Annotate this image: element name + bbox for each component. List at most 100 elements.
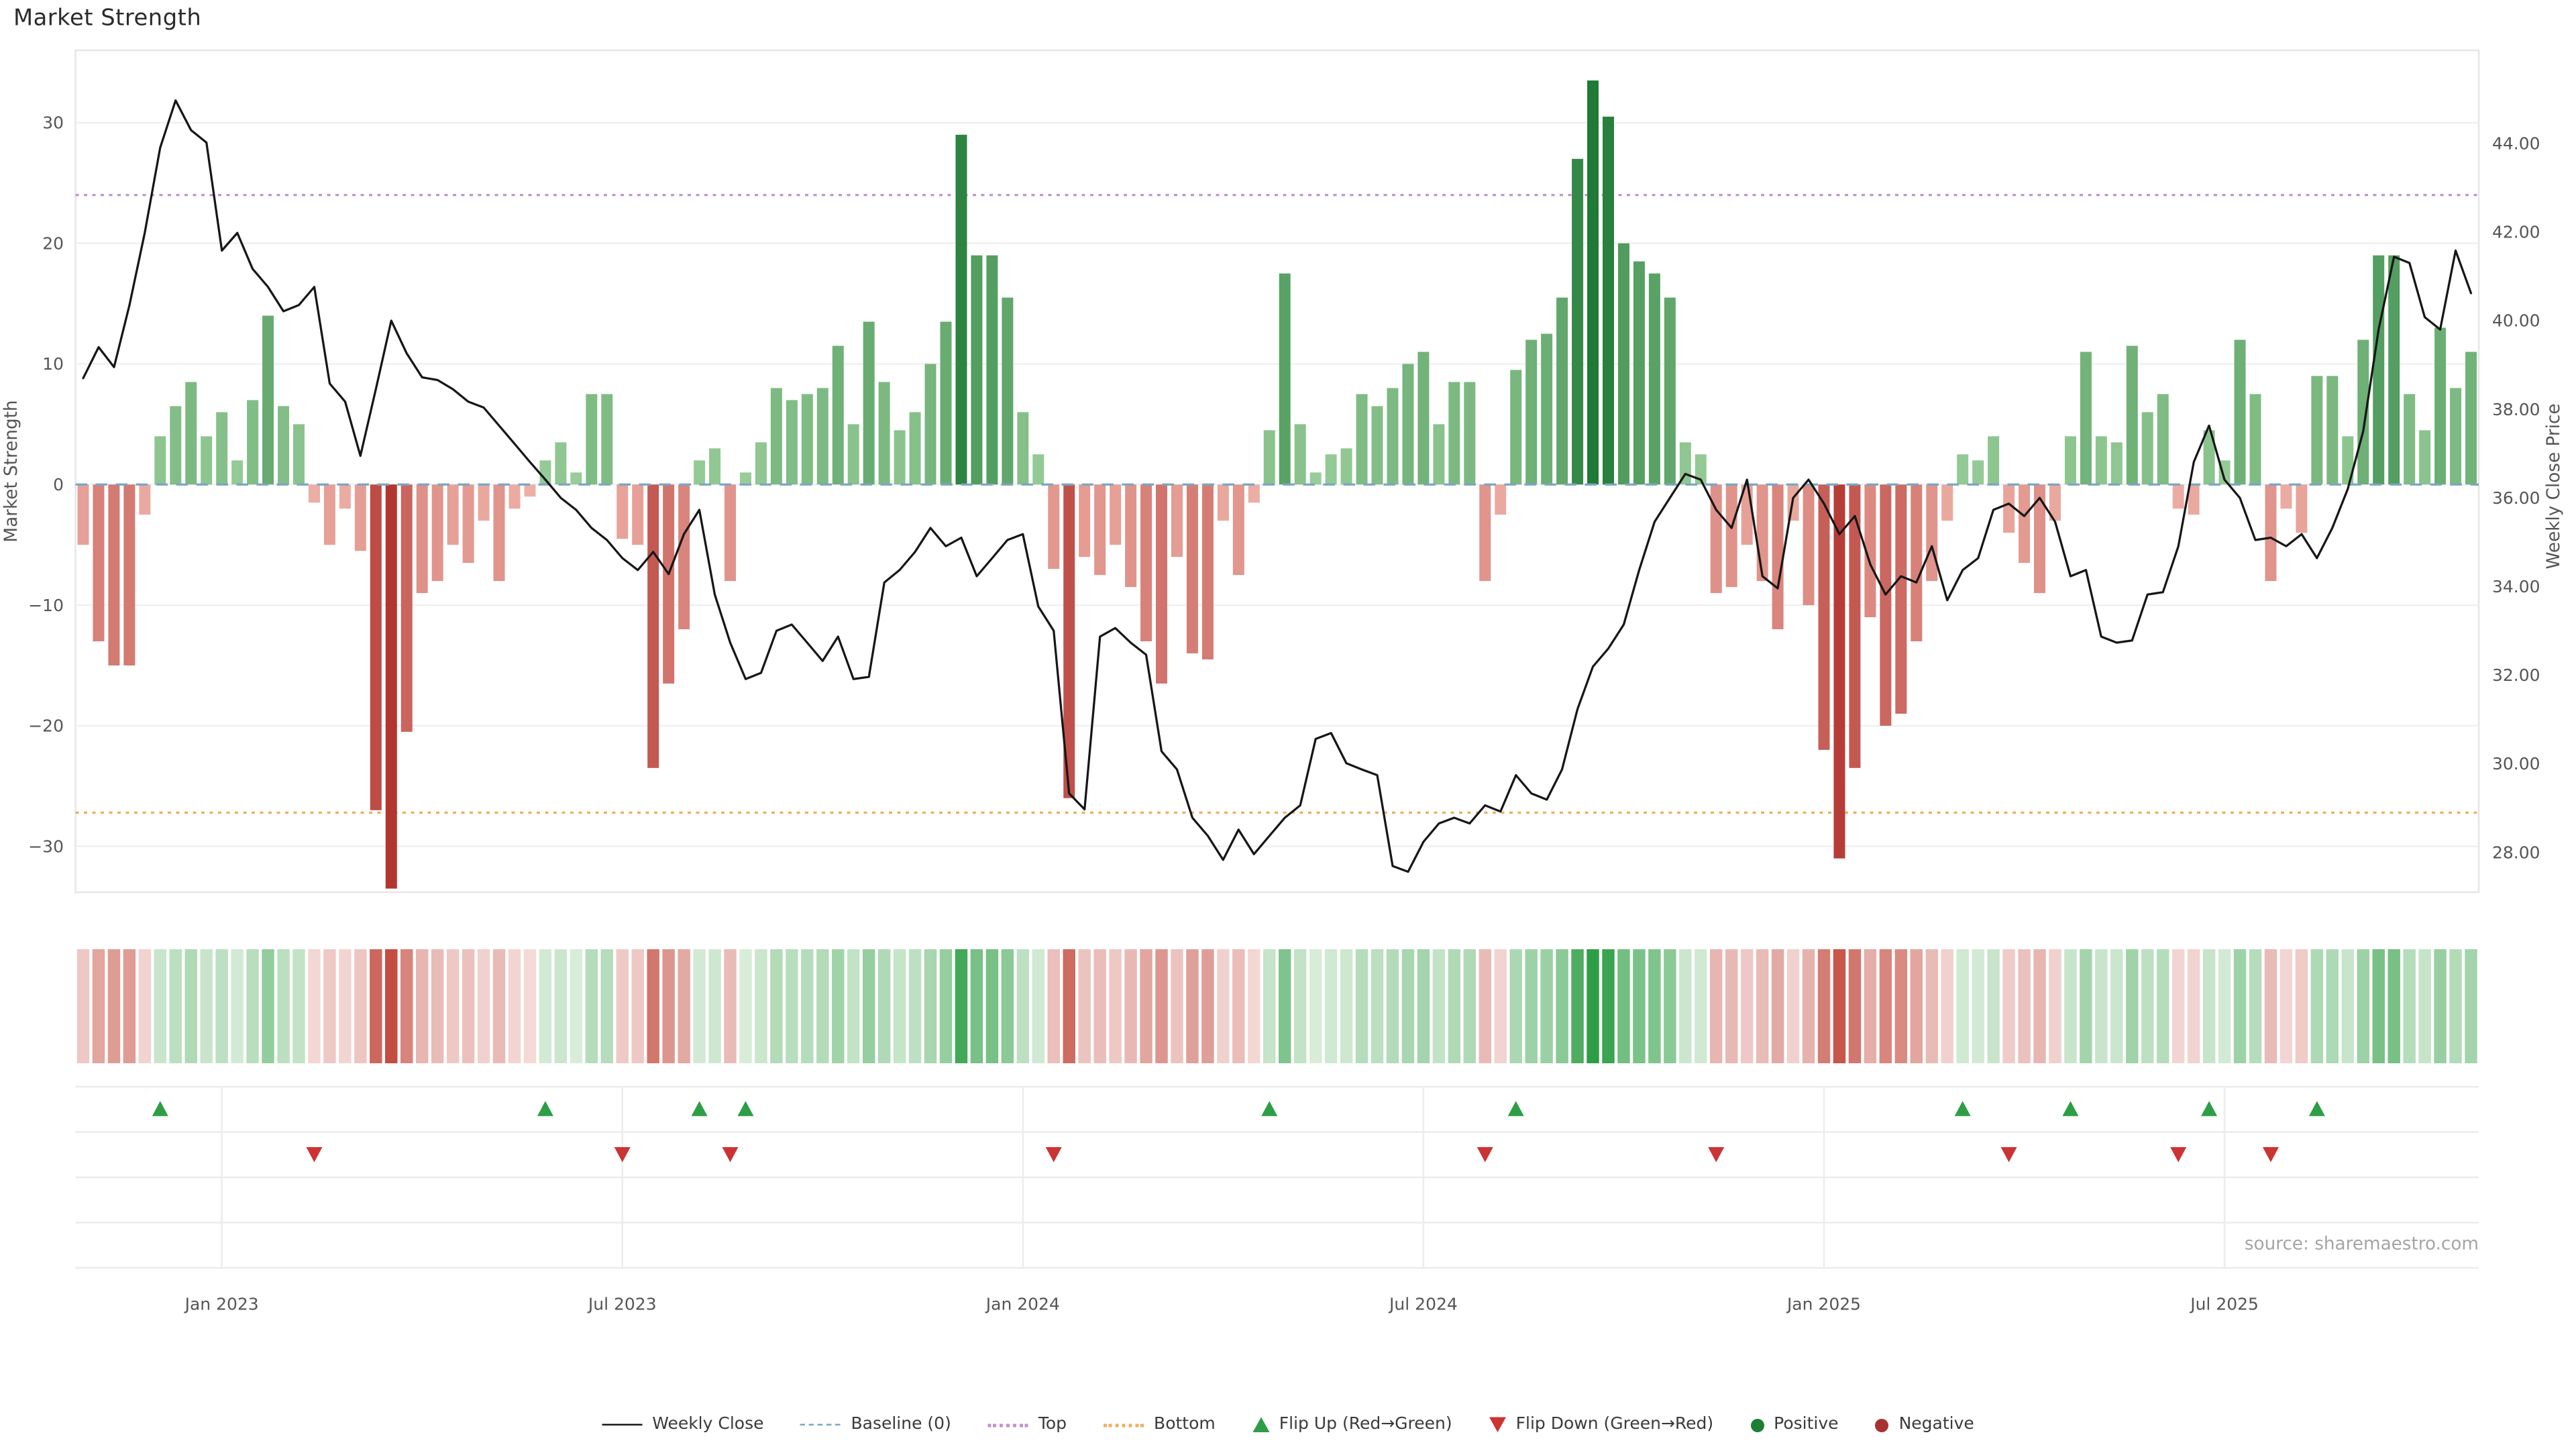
heatmap-cell	[2326, 949, 2339, 1063]
strength-bar	[1803, 484, 1815, 606]
heatmap-cell	[1648, 949, 1661, 1063]
strength-bar	[2296, 484, 2308, 533]
strength-bar	[524, 484, 536, 497]
flip-down-marker	[614, 1147, 631, 1163]
heatmap-cell	[1617, 949, 1630, 1063]
strength-bar	[247, 400, 259, 485]
strength-bar	[616, 484, 629, 539]
heatmap-cell	[107, 949, 121, 1063]
strength-bar	[1864, 484, 1876, 618]
strength-bar	[1079, 484, 1091, 557]
legend-item-top[interactable]: Top	[987, 1415, 1067, 1434]
strength-bar	[478, 484, 490, 521]
strength-bar	[1094, 484, 1106, 576]
strength-bar	[1941, 484, 1953, 521]
heatmap-cell	[647, 949, 659, 1063]
heatmap-cell	[446, 949, 460, 1063]
legend-label: Weekly Close	[652, 1415, 764, 1434]
strength-bar	[2110, 442, 2123, 485]
legend-item-negative[interactable]: Negative	[1875, 1415, 1974, 1434]
legend-item-baseline-0[interactable]: Baseline (0)	[800, 1415, 951, 1434]
heatmap-cell	[400, 949, 413, 1063]
legend-item-flip-up-red-green[interactable]: Flip Up (Red→Green)	[1252, 1415, 1452, 1434]
heatmap-cell	[1140, 949, 1152, 1063]
strength-bar	[971, 255, 983, 485]
heatmap-cell	[2279, 949, 2293, 1063]
legend-item-bottom[interactable]: Bottom	[1104, 1415, 1216, 1434]
strength-bar	[1387, 388, 1399, 485]
strength-bar	[1325, 454, 1337, 485]
strength-bar	[1032, 454, 1044, 485]
y-tick-label-left: 0	[53, 475, 64, 494]
strength-bar	[986, 255, 998, 485]
strength-bar	[2326, 376, 2339, 485]
strength-bar	[1433, 424, 1445, 485]
heatmap-cell	[970, 949, 983, 1063]
triangle-down-swatch-icon	[1489, 1417, 1506, 1432]
strength-bar	[663, 484, 675, 684]
strength-bar	[1309, 472, 1322, 485]
strength-bar	[1911, 484, 1923, 642]
heatmap-cell	[2357, 949, 2369, 1063]
y-tick-label-right: 32.00	[2492, 665, 2540, 685]
heatmap-cell	[1802, 949, 1815, 1063]
heatmap-cell	[231, 949, 244, 1063]
heatmap-cell	[570, 949, 583, 1063]
heatmap-cell	[1124, 949, 1137, 1063]
strength-bar	[1510, 370, 1522, 485]
heatmap-cell	[2202, 949, 2216, 1063]
x-tick-label: Jan 2023	[184, 1295, 259, 1314]
strength-bar	[1263, 430, 1275, 485]
heatmap-cell	[1401, 949, 1415, 1063]
strength-bar	[1495, 484, 1507, 515]
strength-bar	[786, 400, 798, 485]
heatmap-cell	[2095, 949, 2108, 1063]
heatmap-cell	[123, 949, 136, 1063]
heatmap-cell	[1171, 949, 1183, 1063]
y-tick-label-left: −30	[28, 837, 64, 856]
strength-bar	[2434, 327, 2447, 485]
y-tick-label-right: 38.00	[2492, 400, 2540, 419]
strength-bar	[1972, 460, 1984, 485]
y-tick-label-right: 40.00	[2492, 311, 2540, 331]
strength-bar	[462, 484, 474, 564]
heatmap-cell	[2372, 949, 2385, 1063]
strength-bar	[1340, 448, 1352, 485]
heatmap-cell	[739, 949, 752, 1063]
legend-item-weekly-close[interactable]: Weekly Close	[602, 1415, 763, 1434]
flip-up-marker	[2062, 1101, 2079, 1116]
strength-bar	[1695, 454, 1707, 485]
legend-item-positive[interactable]: Positive	[1750, 1415, 1839, 1434]
heatmap-cell	[631, 949, 644, 1063]
legend-item-flip-down-green-red[interactable]: Flip Down (Green→Red)	[1489, 1415, 1713, 1434]
strength-bar	[863, 321, 875, 485]
strength-bar	[292, 424, 305, 485]
legend-label: Negative	[1898, 1415, 1974, 1434]
strength-bar	[1279, 273, 1291, 485]
heatmap-cell	[339, 949, 352, 1063]
strength-bar	[2019, 484, 2031, 564]
strength-bar	[1525, 339, 1538, 485]
heatmap-cell	[431, 949, 444, 1063]
heatmap-cell	[323, 949, 336, 1063]
heatmap-cell	[1324, 949, 1338, 1063]
strength-bar	[924, 364, 936, 485]
legend-label: Baseline (0)	[851, 1415, 951, 1434]
heatmap-cell	[1263, 949, 1276, 1063]
strength-bar	[1002, 297, 1014, 485]
strength-bar	[354, 484, 366, 551]
strength-bar	[2064, 436, 2076, 485]
strength-bar	[570, 472, 582, 485]
flip-down-marker	[2000, 1147, 2017, 1163]
page-title: Market Strength	[13, 5, 202, 32]
heatmap-cell	[1894, 949, 1908, 1063]
strength-bar	[2388, 255, 2400, 485]
right-axis-label: Weekly Close Price	[2544, 404, 2564, 570]
dot-swatch-icon	[1875, 1417, 1889, 1432]
heatmap-cell	[154, 949, 167, 1063]
strength-bar	[2034, 484, 2046, 594]
heatmap-cell	[693, 949, 706, 1063]
strength-bar	[801, 394, 813, 485]
strength-bar	[1849, 484, 1861, 768]
